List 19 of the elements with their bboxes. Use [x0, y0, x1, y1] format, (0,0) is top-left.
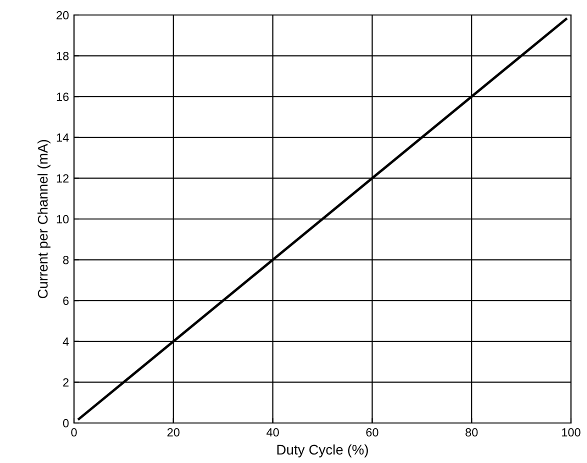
x-tick-label: 60 [366, 428, 378, 437]
x-tick-label: 20 [167, 428, 180, 437]
y-tick-label: 6 [63, 296, 69, 305]
y-tick-label: 20 [56, 11, 69, 20]
x-tick-label: 100 [562, 428, 580, 437]
y-tick-label: 12 [56, 174, 69, 182]
y-tick-label: 10 [56, 215, 69, 224]
y-tick-label: 0 [63, 419, 69, 428]
y-axis-title: Current per Channel (mA) [38, 140, 50, 298]
y-tick-label: 14 [56, 134, 69, 142]
y-tick-label: 4 [62, 338, 69, 346]
x-tick-label: 40 [266, 428, 279, 437]
y-tick-label: 16 [56, 92, 69, 101]
y-tick-label: 2 [63, 378, 69, 386]
y-tick-label: 18 [56, 52, 69, 60]
x-axis-title: Duty Cycle (%) [277, 444, 368, 458]
x-tick-label: 0 [71, 428, 77, 437]
x-tick-label: 80 [466, 428, 478, 437]
y-tick-label: 8 [63, 256, 69, 264]
